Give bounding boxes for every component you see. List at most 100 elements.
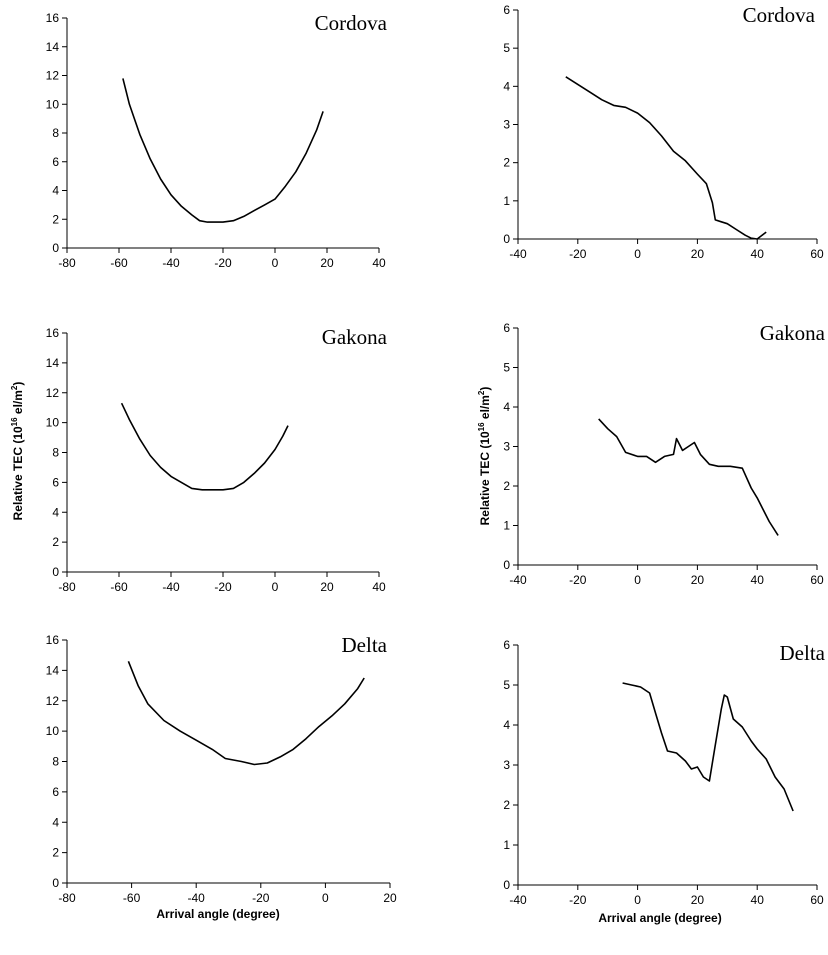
x-tick-label: 20 [691,247,705,261]
x-tick-label: -20 [569,247,587,261]
y-tick-label: 5 [503,41,510,55]
x-tick-label: 60 [810,893,824,907]
x-tick-label: 0 [634,573,641,587]
y-tick-label: 0 [52,565,59,579]
x-tick-label: 0 [272,580,279,594]
y-tick-label: 6 [52,155,59,169]
y-tick-label: 8 [52,755,59,769]
x-tick-label: -40 [509,893,527,907]
x-tick-label: 0 [634,893,641,907]
x-tick-label: -40 [188,891,206,905]
y-tick-label: 12 [46,694,60,708]
x-tick-label: -60 [123,891,141,905]
station-label: Delta [780,641,826,665]
x-tick-label: 20 [320,580,334,594]
x-tick-label: -40 [509,247,527,261]
series-line [622,682,794,812]
station-label: Gakona [322,325,388,349]
x-tick-label: -20 [214,580,232,594]
x-tick-label: -60 [110,580,128,594]
y-tick-label: 0 [52,241,59,255]
x-tick-label: 40 [372,580,386,594]
x-tick-label: 20 [691,573,705,587]
y-tick-label: 10 [46,416,60,430]
x-tick-label: -40 [162,580,180,594]
chart-panel-delta-5: 0 1 2 3 4 5 6 -40 -20 0 20 40 60 Delta [503,638,825,907]
x-tick-label: -40 [162,256,180,270]
y-tick-label: 2 [503,479,510,493]
y-tick-label: 6 [52,475,59,489]
station-label: Gakona [760,321,826,345]
y-tick-label: 4 [52,184,59,198]
y-tick-label: 12 [46,386,60,400]
x-tick-label: -20 [252,891,270,905]
y-tick-label: 2 [52,535,59,549]
y-tick-label: 2 [503,156,510,170]
y-tick-label: 4 [503,400,510,414]
y-tick-label: 16 [46,633,60,647]
y-tick-label: 3 [503,440,510,454]
x-tick-label: -60 [110,256,128,270]
series-line [565,76,767,240]
series-line [120,402,289,491]
y-tick-label: 5 [503,678,510,692]
x-tick-label: 40 [751,247,765,261]
x-tick-label: 0 [272,256,279,270]
y-tick-label: 6 [52,785,59,799]
y-tick-label: 12 [46,69,60,83]
y-axis-title-right: Relative TEC (1016 el/m2) [477,387,492,526]
x-tick-label: 20 [383,891,397,905]
x-tick-label: -80 [58,256,76,270]
y-tick-label: 14 [46,663,60,677]
y-tick-label: 10 [46,724,60,738]
y-tick-label: 8 [52,446,59,460]
x-tick-label: -20 [569,573,587,587]
y-tick-label: 8 [52,126,59,140]
x-tick-label: 20 [691,893,705,907]
chart-panel-delta-4: 0 2 4 6 8 10 12 14 16 -80 -60 -40 -20 0 20 Delta [46,633,397,905]
x-axis-title-left: Arrival angle (degree) [156,907,279,921]
x-tick-label: 20 [320,256,334,270]
x-tick-label: -20 [569,893,587,907]
x-tick-label: -40 [509,573,527,587]
y-tick-label: 6 [503,3,510,17]
y-tick-label: 0 [503,878,510,892]
y-tick-label: 3 [503,118,510,132]
series-line [122,78,324,223]
y-tick-label: 4 [52,505,59,519]
x-tick-label: 40 [751,573,765,587]
y-tick-label: 1 [503,838,510,852]
y-tick-label: 10 [46,97,60,111]
series-line [598,418,779,536]
y-tick-label: 14 [46,40,60,54]
y-tick-label: 2 [52,846,59,860]
y-tick-label: 3 [503,758,510,772]
y-tick-label: 4 [503,79,510,93]
y-tick-label: 14 [46,356,60,370]
station-label: Cordova [743,3,816,27]
y-tick-label: 1 [503,194,510,208]
x-axis-title-right: Arrival angle (degree) [598,911,721,925]
x-tick-label: 0 [634,247,641,261]
y-tick-label: 0 [52,876,59,890]
x-tick-label: -80 [58,580,76,594]
chart-panel-gakona-3: 0 1 2 3 4 5 6 -40 -20 0 20 40 60 Gakona [503,321,825,587]
x-tick-label: 0 [322,891,329,905]
y-tick-label: 16 [46,11,60,25]
y-tick-label: 2 [52,212,59,226]
y-axis-title-top: Relative TEC (1016 el/m2) [10,382,25,521]
y-tick-label: 0 [503,558,510,572]
y-tick-label: 4 [52,815,59,829]
x-tick-label: 40 [372,256,386,270]
y-tick-label: 4 [503,718,510,732]
x-tick-label: 60 [810,573,824,587]
y-tick-label: 6 [503,321,510,335]
chart-panel-gakona-2: 0 2 4 6 8 10 12 14 16 -80 -60 -40 -20 0 20 40 Gakona [46,325,388,594]
y-tick-label: 16 [46,326,60,340]
y-tick-label: 0 [503,232,510,246]
x-tick-label: 60 [810,247,824,261]
chart-panel-cordova-1: 0 1 2 3 4 5 6 -40 -20 0 20 40 60 Cordova [503,3,824,261]
x-tick-label: 40 [751,893,765,907]
chart-panel-cordova-0: 0 2 4 6 8 10 12 14 16 -80 -60 -40 -20 0 20 40 Cordova [46,11,388,270]
